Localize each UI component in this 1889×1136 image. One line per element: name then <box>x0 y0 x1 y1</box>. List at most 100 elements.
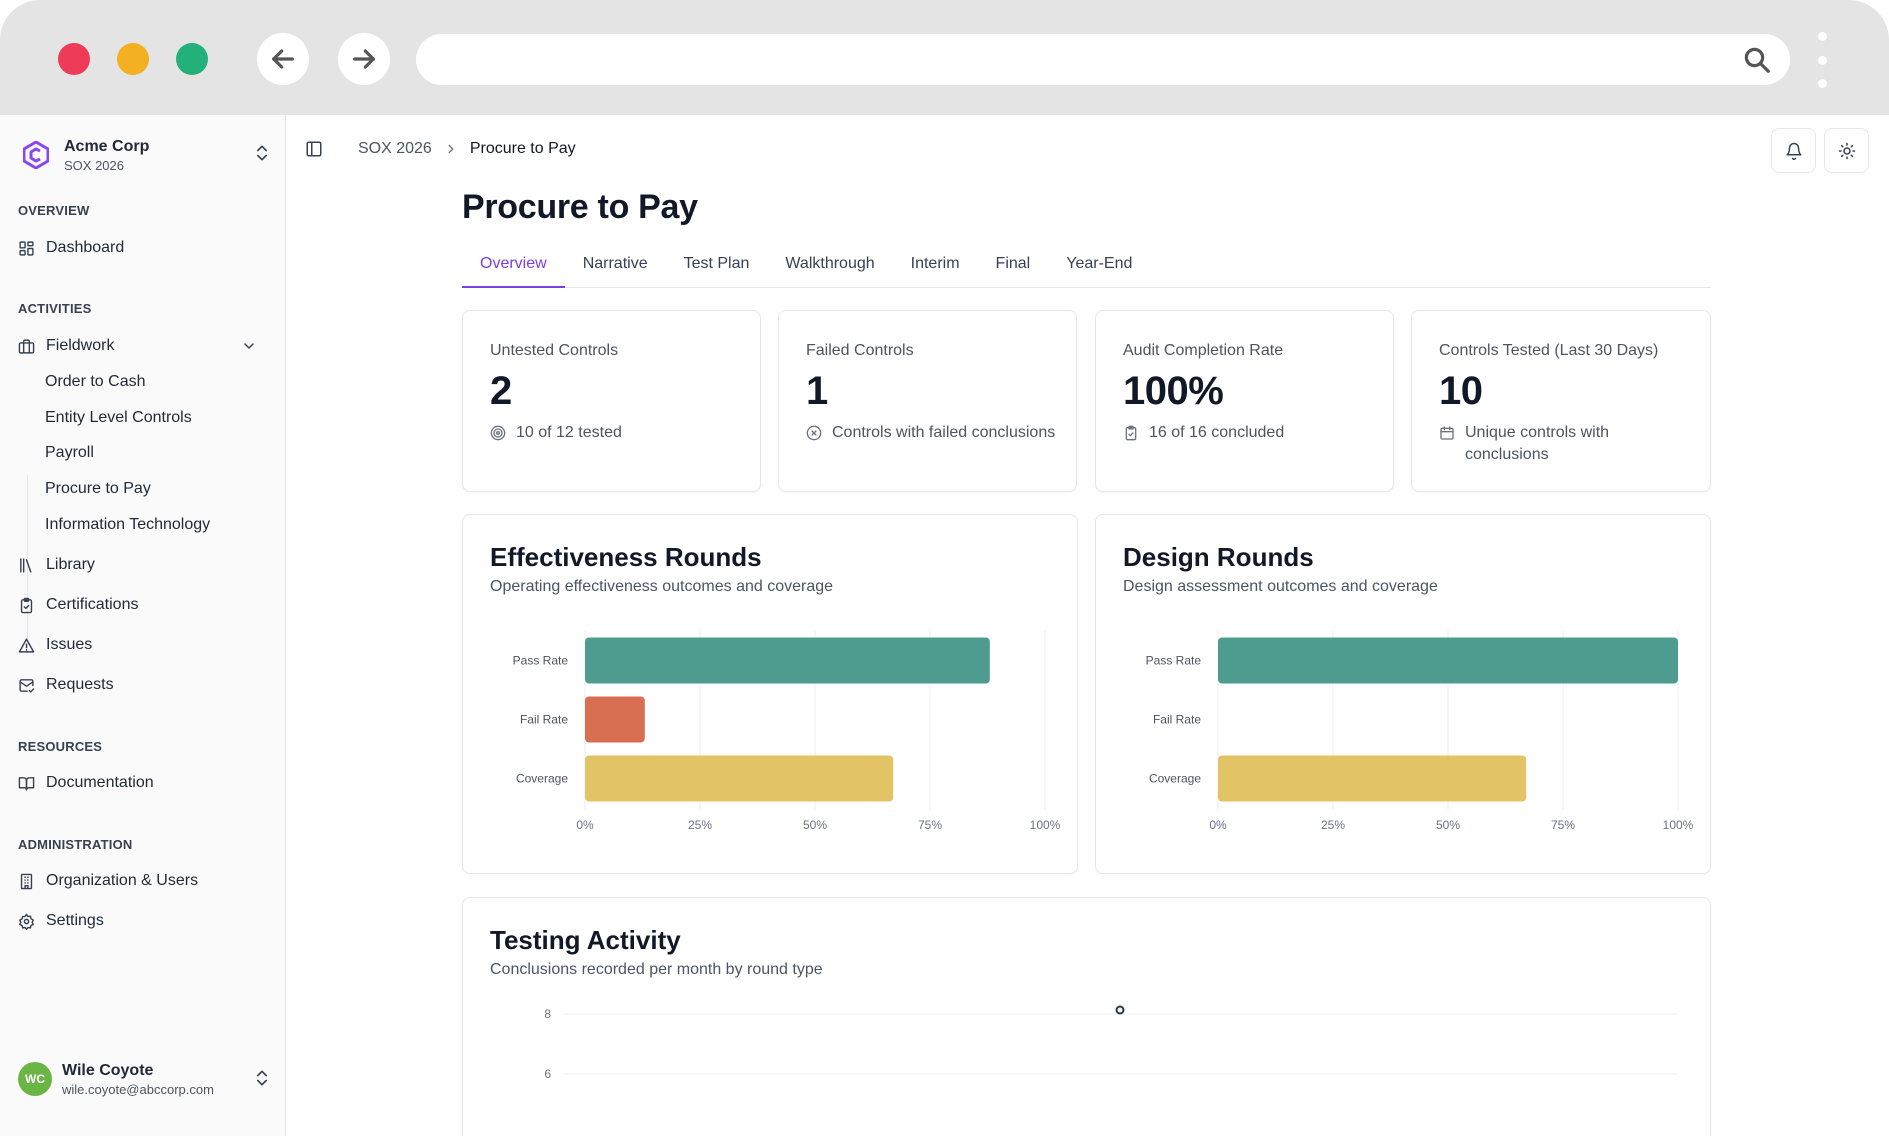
close-window-button[interactable] <box>58 43 90 75</box>
sidebar-item-dashboard[interactable]: Dashboard <box>18 232 268 264</box>
bar-fail-rate[interactable] <box>585 696 645 743</box>
clipboard-check-icon <box>1125 425 1137 441</box>
design-bar-chart: 0% 25% 50% 75% 100% Pass Rate Fail Rate Coverag… <box>1146 630 1694 832</box>
sidebar-item-organization-users[interactable]: Organization & Users <box>18 865 268 897</box>
sidebar-item-settings[interactable]: Settings <box>18 905 268 937</box>
maximize-window-button[interactable] <box>176 43 208 75</box>
sidebar-subitem-order-to-cash[interactable]: Order to Cash <box>45 373 146 390</box>
tab-year-end[interactable]: Year-End <box>1066 255 1133 272</box>
tab-test-plan[interactable]: Test Plan <box>683 255 750 272</box>
tab-narrative[interactable]: Narrative <box>582 255 648 272</box>
browser-menu-button[interactable] <box>1816 32 1828 88</box>
tab-final[interactable]: Final <box>995 255 1031 272</box>
chart-title: Effectiveness Rounds <box>490 542 762 572</box>
bar-pass-rate[interactable] <box>585 637 990 684</box>
dashboard-icon <box>19 240 34 256</box>
y-tick-label: 8 <box>544 1007 551 1021</box>
address-bar[interactable] <box>416 34 1790 85</box>
sidebar-subitem-payroll[interactable]: Payroll <box>45 444 94 461</box>
chart-title: Testing Activity <box>490 925 681 955</box>
y-category-label: Coverage <box>1149 772 1201 786</box>
top-bar: SOX 2026 Procure to Pay <box>287 115 1889 183</box>
x-circle-icon <box>806 425 822 441</box>
sidebar-item-requests[interactable]: Requests <box>18 669 268 701</box>
breadcrumb-current: Procure to Pay <box>469 140 576 157</box>
submenu-divider <box>27 475 28 655</box>
briefcase-icon <box>18 338 35 354</box>
stat-label: Untested Controls <box>490 342 619 359</box>
sidebar-item-label: Organization & Users <box>46 872 199 889</box>
stat-value: 1 <box>806 369 828 413</box>
book-open-icon <box>18 776 35 791</box>
page-title: Procure to Pay <box>462 188 698 226</box>
stat-value: 10 <box>1439 369 1483 413</box>
sidebar-item-label: Fieldwork <box>46 337 115 354</box>
sidebar-item-label: Settings <box>46 912 104 929</box>
bar-coverage[interactable] <box>585 755 894 802</box>
theme-toggle-button[interactable] <box>1824 128 1869 173</box>
sidebar-subitem-entity-level-controls[interactable]: Entity Level Controls <box>45 409 192 426</box>
bar-pass-rate[interactable] <box>1218 637 1678 684</box>
user-menu[interactable]: WC Wile Coyote wile.coyote@abccorp.com <box>18 1056 272 1102</box>
org-subtitle: SOX 2026 <box>64 157 124 173</box>
sidebar-item-library[interactable]: Library <box>18 549 268 581</box>
sidebar-item-certifications[interactable]: Certifications <box>18 589 268 621</box>
sidebar-item-issues[interactable]: Issues <box>18 629 268 661</box>
section-label-resources: RESOURCES <box>18 739 103 754</box>
avatar: WC <box>18 1062 52 1096</box>
org-switcher[interactable]: Acme Corp SOX 2026 <box>18 131 272 179</box>
tab-walkthrough[interactable]: Walkthrough <box>785 255 875 272</box>
arrow-left-icon <box>272 49 294 69</box>
forward-button[interactable] <box>338 33 390 85</box>
back-button[interactable] <box>257 33 309 85</box>
tab-overview[interactable]: Overview <box>462 246 565 288</box>
sun-icon <box>1838 142 1855 159</box>
sidebar-item-documentation[interactable]: Documentation <box>18 767 268 799</box>
x-tick-label: 0% <box>576 818 594 832</box>
breadcrumb: SOX 2026 Procure to Pay <box>358 140 576 158</box>
user-name: Wile Coyote <box>62 1061 154 1079</box>
tab-interim[interactable]: Interim <box>910 255 960 272</box>
bar-coverage[interactable] <box>1218 755 1527 802</box>
chevron-right-icon <box>448 144 454 154</box>
y-tick-label: 6 <box>544 1067 551 1081</box>
x-tick-label: 100% <box>1030 818 1061 832</box>
design-rounds-card: Design Rounds Design assessment outcomes… <box>1095 514 1711 874</box>
library-icon <box>20 557 32 573</box>
chevron-down-icon[interactable] <box>241 338 257 354</box>
stat-subtext: 16 of 16 concluded <box>1149 424 1285 441</box>
sidebar-item-label: Dashboard <box>46 239 125 256</box>
building-icon <box>20 873 33 889</box>
x-tick-label: 100% <box>1663 818 1694 832</box>
minimize-window-button[interactable] <box>117 43 149 75</box>
chart-subtitle: Design assessment outcomes and coverage <box>1123 578 1438 595</box>
data-point[interactable] <box>1115 1005 1125 1015</box>
clipboard-check-icon <box>20 597 33 613</box>
stat-card-audit-completion-rate: Audit Completion Rate 100% 16 of 16 conc… <box>1095 310 1394 492</box>
sidebar-subitem-procure-to-pay[interactable]: Procure to Pay <box>45 480 151 497</box>
notifications-button[interactable] <box>1771 128 1816 173</box>
effectiveness-rounds-card: Effectiveness Rounds Operating effective… <box>462 514 1078 874</box>
tab-bar: Overview Narrative Test Plan Walkthrough… <box>462 246 1711 288</box>
sidebar-toggle-icon[interactable] <box>305 140 323 158</box>
breadcrumb-parent[interactable]: SOX 2026 <box>358 140 432 157</box>
testing-activity-card: Testing Activity Conclusions recorded pe… <box>462 897 1711 1136</box>
x-tick-label: 50% <box>803 818 827 832</box>
arrow-right-icon <box>353 49 375 69</box>
y-category-label: Coverage <box>516 772 568 786</box>
warning-triangle-icon <box>18 637 35 653</box>
sidebar-subitem-information-technology[interactable]: Information Technology <box>45 516 211 533</box>
search-icon[interactable] <box>1742 45 1772 75</box>
sidebar-item-fieldwork[interactable]: Fieldwork <box>18 330 268 362</box>
chart-title: Design Rounds <box>1123 542 1314 572</box>
x-tick-label: 25% <box>1321 818 1345 832</box>
calendar-icon <box>1440 426 1454 440</box>
target-icon <box>490 425 506 441</box>
app-window: Acme Corp SOX 2026 OVERVIEW Dashboard AC… <box>0 115 1889 1136</box>
stat-value: 100% <box>1123 369 1224 413</box>
chart-subtitle: Operating effectiveness outcomes and cov… <box>490 578 834 595</box>
stat-label: Controls Tested (Last 30 Days) <box>1439 342 1659 359</box>
y-category-label: Pass Rate <box>1146 654 1202 668</box>
y-category-label: Fail Rate <box>520 713 568 727</box>
y-category-label: Pass Rate <box>513 654 569 668</box>
